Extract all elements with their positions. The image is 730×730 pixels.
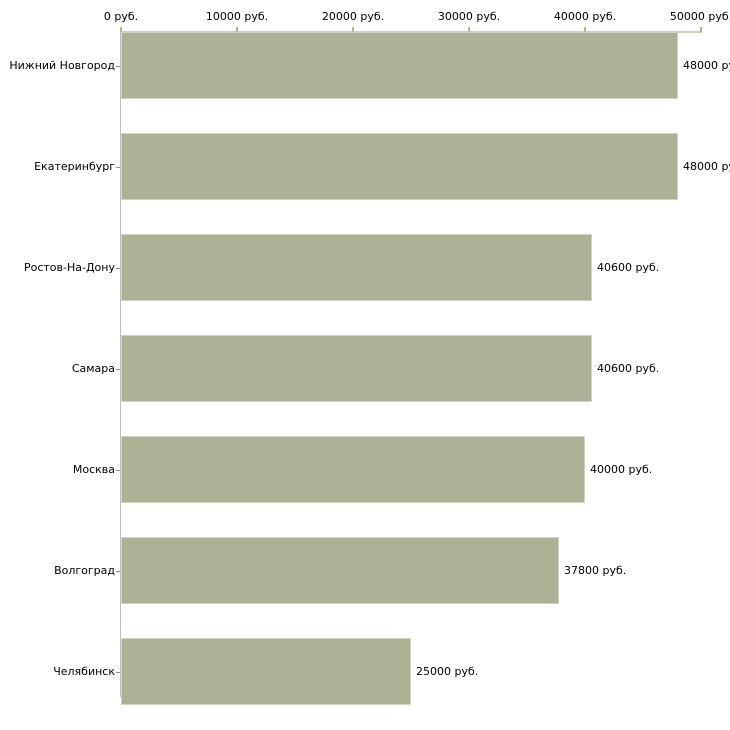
category-label: Ростов-На-Дону	[23, 261, 115, 274]
category-tick-mark	[116, 369, 120, 370]
bar	[121, 32, 678, 99]
value-label: 37800 руб.	[564, 564, 627, 577]
bar	[121, 133, 678, 200]
x-axis-tick-mark	[584, 27, 586, 32]
value-label: 48000 руб.	[683, 160, 730, 173]
bar	[121, 537, 559, 604]
x-axis-tick-mark	[352, 27, 354, 32]
bar	[121, 234, 592, 301]
x-axis-tick-label: 50000 руб.	[669, 10, 730, 23]
category-tick-mark	[116, 66, 120, 67]
category-label: Челябинск	[53, 665, 115, 678]
y-axis-line	[120, 31, 121, 697]
category-tick-mark	[116, 268, 120, 269]
category-tick-mark	[116, 470, 120, 471]
value-label: 40600 руб.	[597, 261, 660, 274]
category-tick-mark	[116, 571, 120, 572]
x-axis-tick-label: 0 руб.	[103, 10, 139, 23]
x-axis-tick-mark	[236, 27, 238, 32]
category-label: Волгоград	[54, 564, 115, 577]
x-axis-tick-mark	[120, 27, 122, 32]
value-label: 48000 руб.	[683, 59, 730, 72]
bar	[121, 638, 411, 705]
category-tick-mark	[116, 167, 120, 168]
category-label: Екатеринбург	[34, 160, 115, 173]
category-label: Самара	[71, 362, 115, 375]
x-axis-tick-label: 10000 руб.	[205, 10, 269, 23]
value-label: 40600 руб.	[597, 362, 660, 375]
x-axis-tick-mark	[700, 27, 702, 32]
category-label: Нижний Новгород	[9, 59, 115, 72]
value-label: 25000 руб.	[416, 665, 479, 678]
x-axis-tick-mark	[468, 27, 470, 32]
value-label: 40000 руб.	[590, 463, 653, 476]
bar	[121, 436, 585, 503]
bar	[121, 335, 592, 402]
x-axis-tick-label: 20000 руб.	[321, 10, 385, 23]
category-tick-mark	[116, 672, 120, 673]
x-axis-tick-label: 40000 руб.	[553, 10, 617, 23]
category-label: Москва	[72, 463, 115, 476]
x-axis-tick-label: 30000 руб.	[437, 10, 501, 23]
